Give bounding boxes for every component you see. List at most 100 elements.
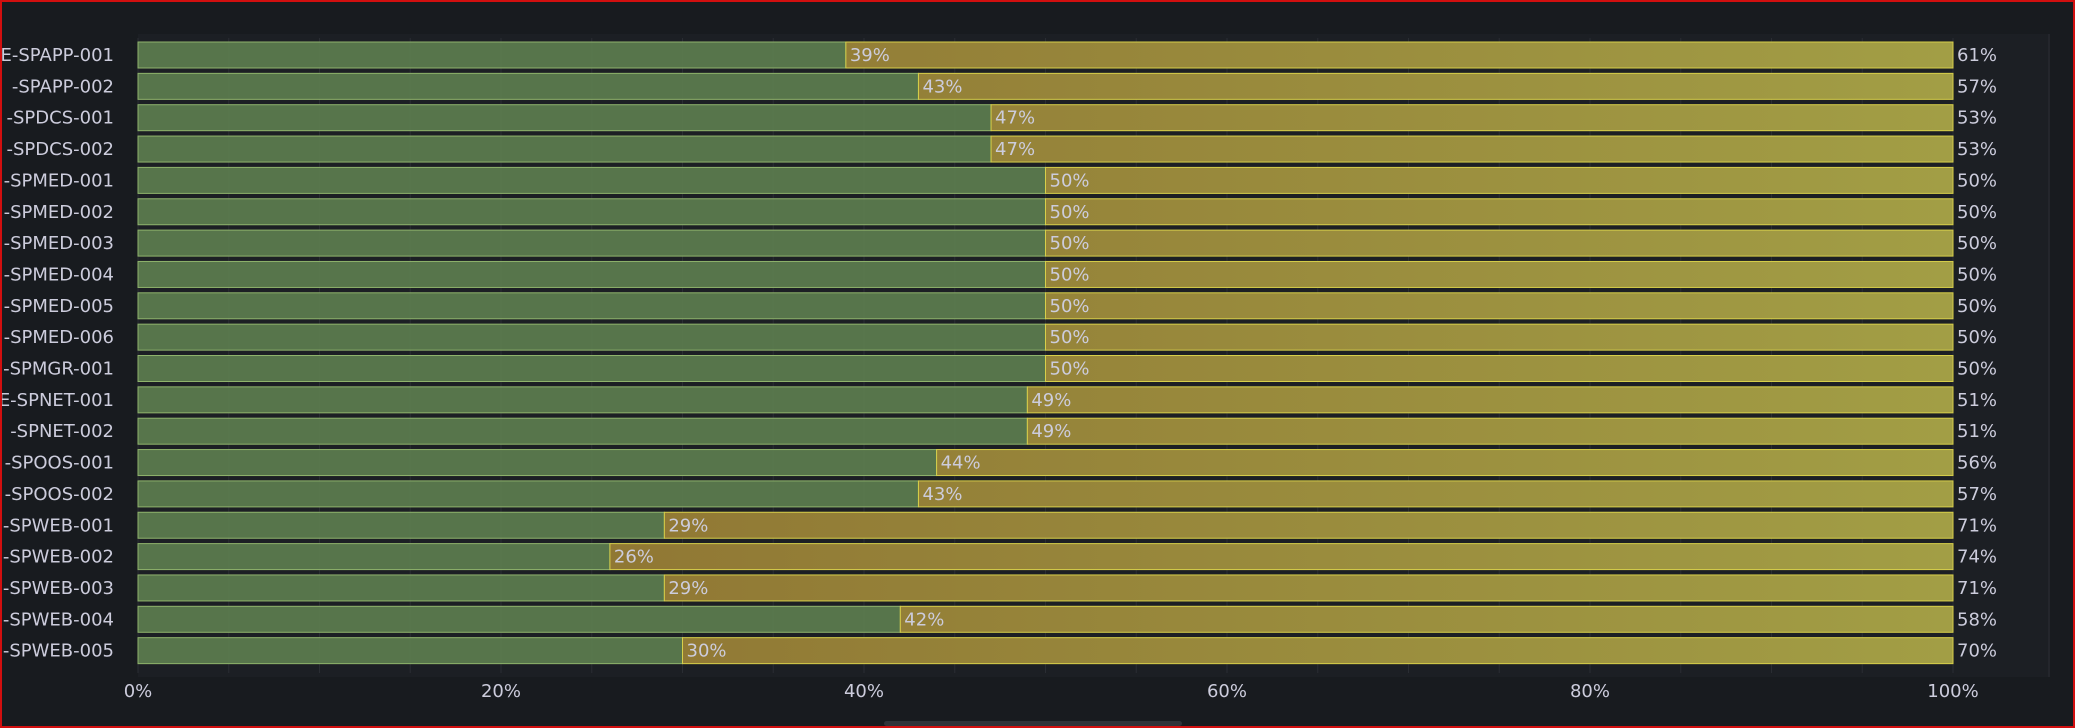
bar-value-label: 50% xyxy=(1957,327,1997,348)
bar-segment-1 xyxy=(137,480,919,508)
bar-value-label: 50% xyxy=(1957,359,1997,380)
x-tick-label: 0% xyxy=(124,681,153,702)
bar-segment-1 xyxy=(137,637,683,665)
horizontal-scrollbar[interactable] xyxy=(884,721,1182,726)
bar-segment-2 xyxy=(1045,260,1954,288)
bar-value-label: 50% xyxy=(1957,170,1997,191)
category-label: -SPWEB-002 xyxy=(3,547,114,568)
bar-value-label: 51% xyxy=(1957,390,1997,411)
bar-value-label: 50% xyxy=(1050,296,1090,317)
x-tick-label: 20% xyxy=(481,681,521,702)
category-label: -SPDCS-001 xyxy=(7,108,114,129)
bar-value-label: 47% xyxy=(995,108,1035,129)
x-tick-label: 40% xyxy=(844,681,884,702)
category-label: -SPOOS-001 xyxy=(5,453,114,474)
bar-segment-2 xyxy=(899,605,1954,633)
bar-segment-1 xyxy=(137,574,665,602)
category-label: -SPDCS-002 xyxy=(7,139,114,160)
bar-segment-2 xyxy=(1045,229,1954,257)
bar-value-label: 44% xyxy=(941,453,981,474)
category-label: -SPWEB-003 xyxy=(3,578,114,599)
bar-segment-2 xyxy=(609,543,1954,571)
bar-value-label: 50% xyxy=(1050,327,1090,348)
bar-segment-1 xyxy=(137,41,847,69)
bar-segment-2 xyxy=(845,41,1954,69)
bar-value-label: 50% xyxy=(1957,264,1997,285)
bar-segment-2 xyxy=(1045,323,1954,351)
bar-segment-1 xyxy=(137,198,1046,226)
category-label: -SPWEB-004 xyxy=(3,609,114,630)
category-label: -SPMED-005 xyxy=(4,296,114,317)
bar-segment-2 xyxy=(1026,386,1954,414)
bar-segment-2 xyxy=(1045,292,1954,320)
category-label: -SPMED-003 xyxy=(4,233,114,254)
bar-value-label: 57% xyxy=(1957,484,1997,505)
bar-value-label: 39% xyxy=(850,45,890,66)
bar-segment-2 xyxy=(990,104,1954,132)
category-label: -SPWEB-005 xyxy=(3,641,114,662)
bar-value-label: 50% xyxy=(1957,233,1997,254)
bar-value-label: 61% xyxy=(1957,45,1997,66)
category-label: -SPOOS-002 xyxy=(5,484,114,505)
category-label: -SPMGR-001 xyxy=(3,359,114,380)
bar-segment-1 xyxy=(137,386,1028,414)
bar-value-label: 51% xyxy=(1957,421,1997,442)
category-label: E-SPNET-001 xyxy=(2,390,114,411)
bar-value-label: 50% xyxy=(1957,296,1997,317)
bar-value-label: 50% xyxy=(1050,202,1090,223)
bar-segment-1 xyxy=(137,355,1046,382)
bar-value-label: 50% xyxy=(1050,264,1090,285)
bar-value-label: 57% xyxy=(1957,76,1997,97)
category-label: E-SPAPP-001 xyxy=(2,45,114,66)
bar-value-label: 26% xyxy=(614,547,654,568)
bar-value-label: 42% xyxy=(904,609,944,630)
bar-segment-1 xyxy=(137,260,1046,288)
bar-value-label: 47% xyxy=(995,139,1035,160)
bar-value-label: 70% xyxy=(1957,641,1997,662)
bar-segment-1 xyxy=(137,417,1028,445)
bar-segment-2 xyxy=(990,135,1954,163)
bar-segment-1 xyxy=(137,323,1046,351)
category-label: -SPWEB-001 xyxy=(3,515,114,536)
bar-segment-2 xyxy=(1026,417,1954,445)
category-label: -SPMED-002 xyxy=(4,202,114,223)
category-label: -SPMED-004 xyxy=(4,264,114,285)
bar-value-label: 50% xyxy=(1050,359,1090,380)
bar-segment-2 xyxy=(1045,198,1954,226)
bar-segment-2 xyxy=(663,574,1954,602)
bar-segment-2 xyxy=(917,72,1954,100)
bar-segment-1 xyxy=(137,511,665,539)
bar-segment-1 xyxy=(137,605,901,633)
x-tick-label: 100% xyxy=(1927,681,1978,702)
bar-segment-2 xyxy=(682,637,1954,665)
bar-segment-1 xyxy=(137,166,1046,194)
bar-value-label: 56% xyxy=(1957,453,1997,474)
bar-value-label: 49% xyxy=(1031,421,1071,442)
bar-segment-2 xyxy=(1045,166,1954,194)
bar-value-label: 29% xyxy=(668,578,708,599)
bar-value-label: 43% xyxy=(922,484,962,505)
bar-segment-1 xyxy=(137,292,1046,320)
bar-value-label: 49% xyxy=(1031,390,1071,411)
x-tick-label: 80% xyxy=(1570,681,1610,702)
bar-segment-1 xyxy=(137,72,919,100)
category-label: -SPAPP-002 xyxy=(12,76,114,97)
bar-segment-1 xyxy=(137,135,992,163)
bar-segment-2 xyxy=(917,480,1954,508)
category-label: -SPMED-001 xyxy=(4,170,114,191)
category-label: -SPMED-006 xyxy=(4,327,114,348)
x-tick-label: 60% xyxy=(1207,681,1247,702)
bar-value-label: 71% xyxy=(1957,578,1997,599)
bar-value-label: 71% xyxy=(1957,515,1997,536)
category-label: -SPNET-002 xyxy=(10,421,114,442)
bar-segment-1 xyxy=(137,543,611,571)
bar-value-label: 50% xyxy=(1957,202,1997,223)
bar-segment-1 xyxy=(137,449,938,477)
bar-value-label: 50% xyxy=(1050,170,1090,191)
bar-value-label: 43% xyxy=(922,76,962,97)
bar-value-label: 50% xyxy=(1050,233,1090,254)
bar-value-label: 53% xyxy=(1957,108,1997,129)
